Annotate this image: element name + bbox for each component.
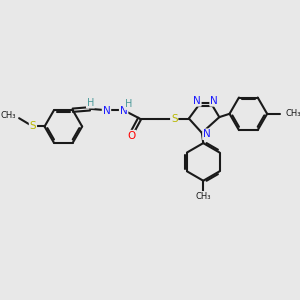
Text: N: N <box>210 96 218 106</box>
Text: S: S <box>171 113 178 124</box>
Text: N: N <box>103 106 110 116</box>
Text: S: S <box>30 122 36 131</box>
Text: H: H <box>125 99 132 109</box>
Text: N: N <box>120 106 128 116</box>
Text: N: N <box>203 129 211 139</box>
Text: CH₃: CH₃ <box>1 111 16 120</box>
Text: O: O <box>127 131 136 141</box>
Text: N: N <box>193 96 201 106</box>
Text: CH₃: CH₃ <box>286 109 300 118</box>
Text: CH₃: CH₃ <box>196 192 211 201</box>
Text: H: H <box>87 98 94 108</box>
